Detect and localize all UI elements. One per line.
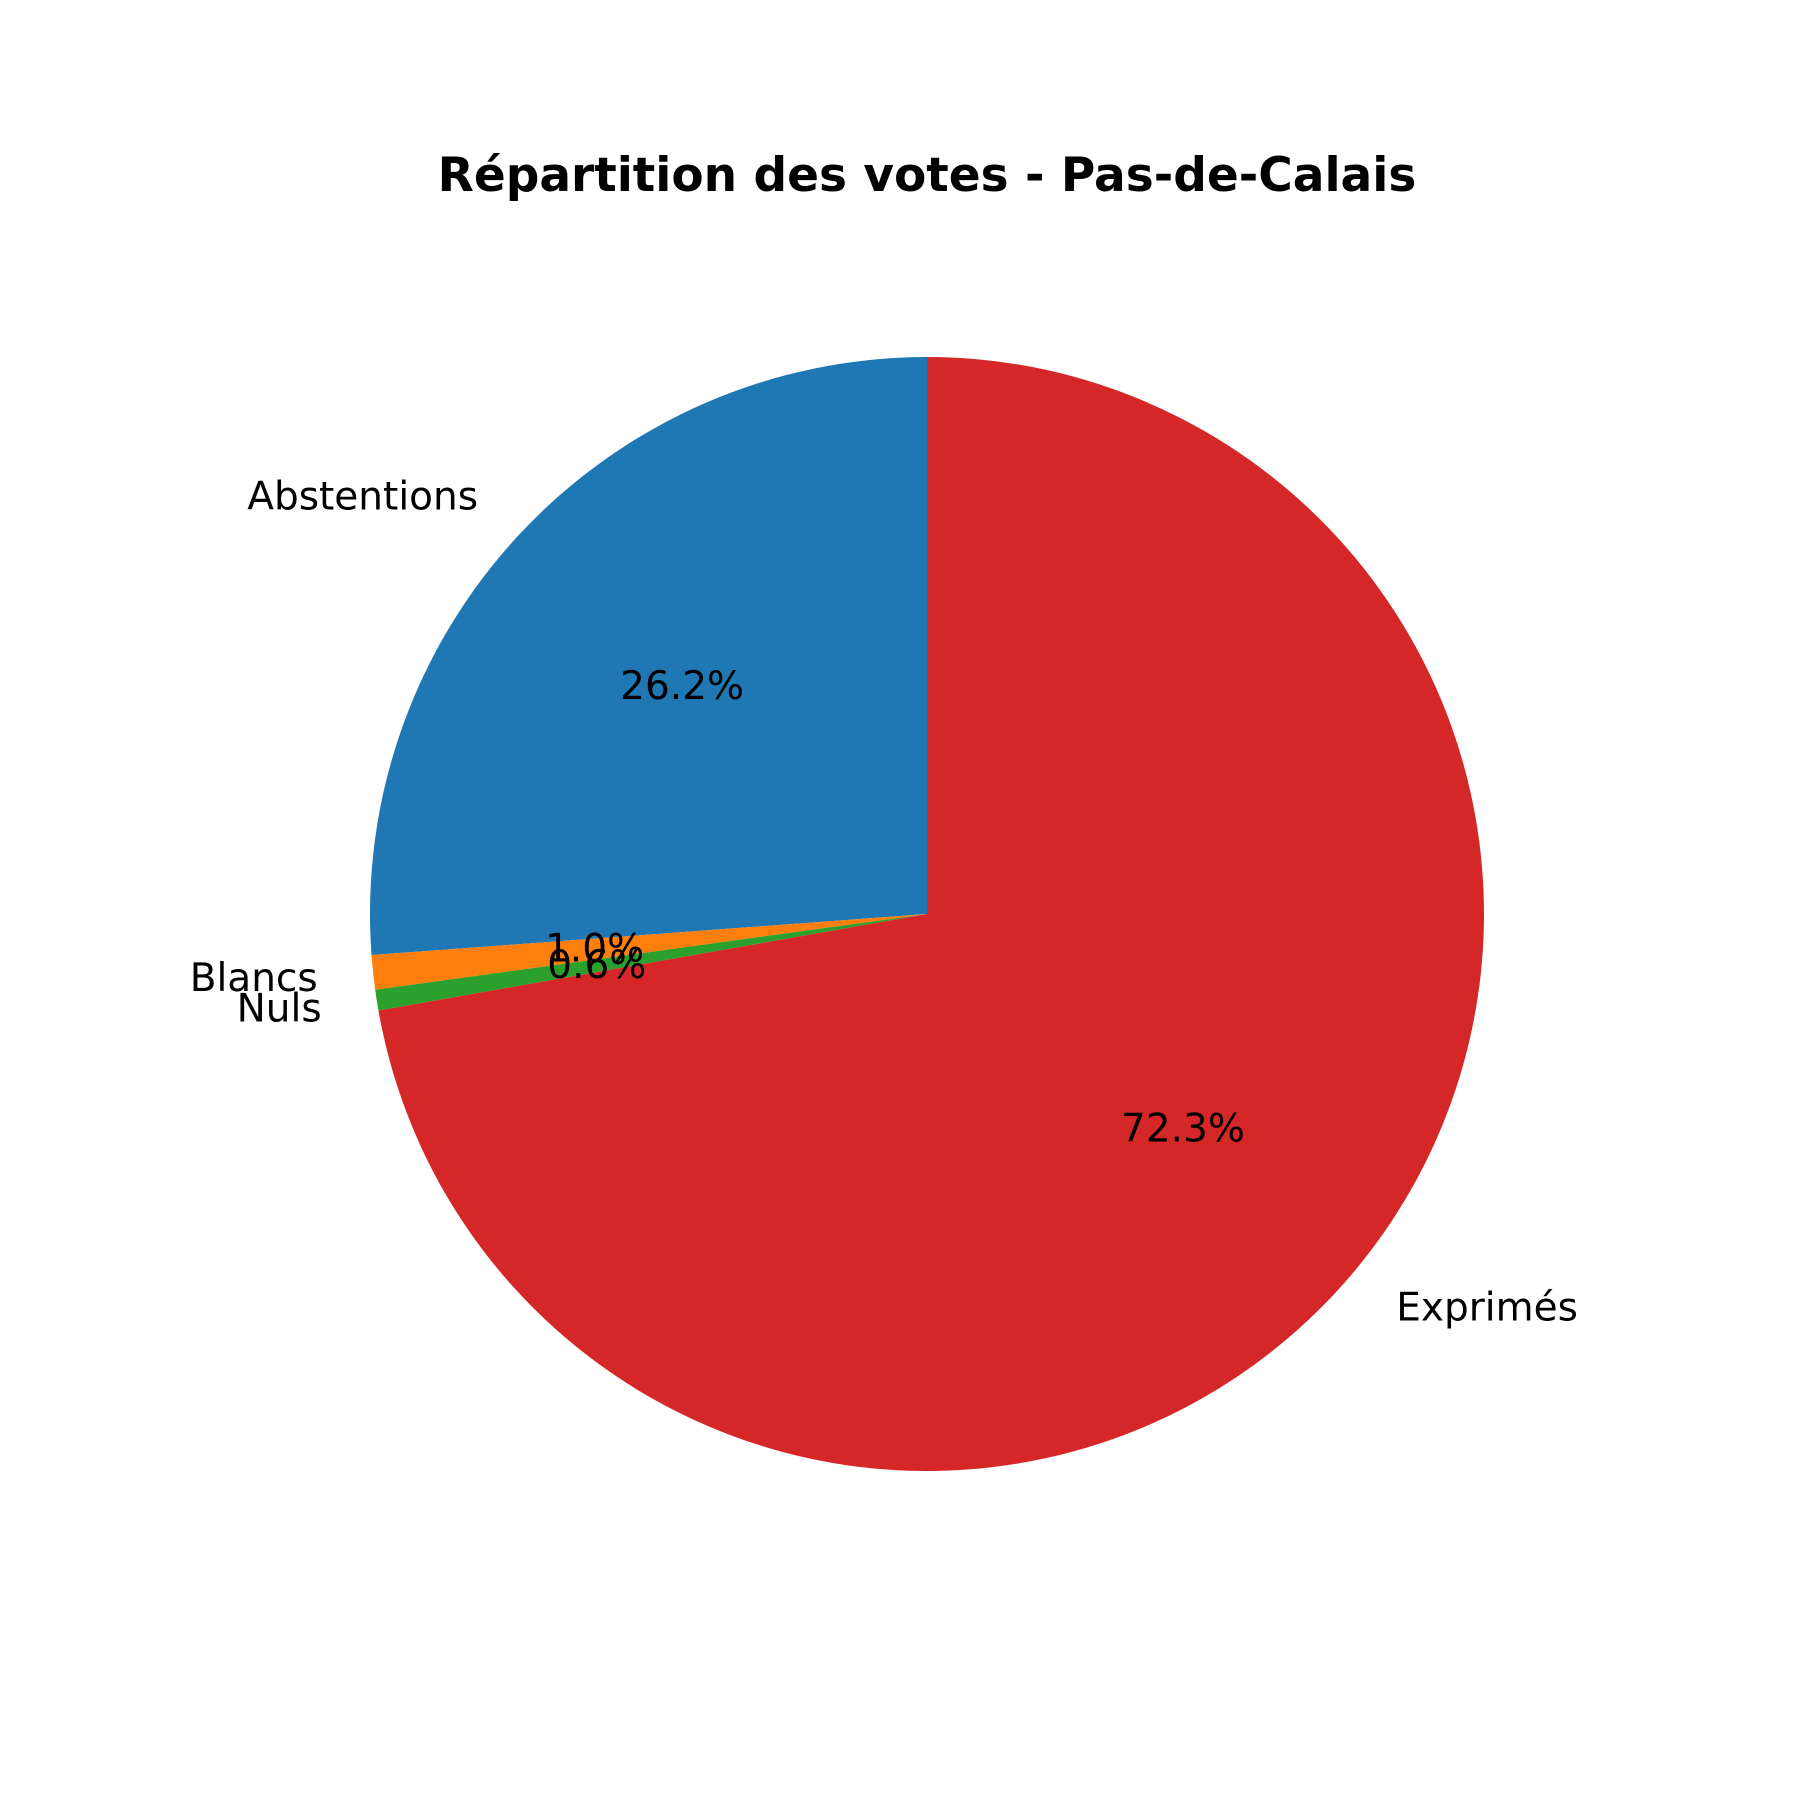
labels-layer: Abstentions 26.2% Blancs 1.0% Nuls 0.6% Exprim…: [190, 475, 1578, 1331]
pct-label-blancs: 1.0%: [545, 927, 644, 972]
pie-slice-blancs: [371, 914, 927, 990]
slices-layer: [370, 357, 1484, 1471]
slice-label-exprimes: Exprimés: [1396, 1285, 1578, 1330]
pie-slice-exprimes: [378, 357, 1484, 1471]
pct-label-abstentions: 26.2%: [620, 664, 744, 709]
pie-slice-abstentions: [370, 357, 927, 956]
chart-title: Répartition des votes - Pas-de-Calais: [438, 148, 1417, 203]
slice-label-nuls: Nuls: [237, 986, 322, 1031]
pct-label-nuls: 0.6%: [547, 943, 646, 988]
pct-label-exprimes: 72.3%: [1121, 1106, 1245, 1151]
pie-slice-nuls: [375, 914, 928, 1011]
slice-label-blancs: Blancs: [190, 956, 318, 1001]
slice-label-abstentions: Abstentions: [247, 475, 478, 520]
